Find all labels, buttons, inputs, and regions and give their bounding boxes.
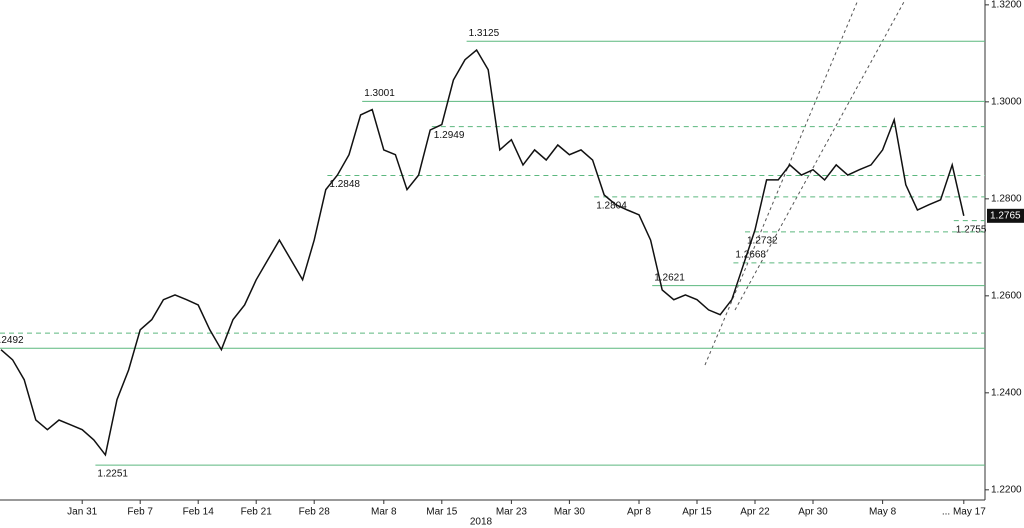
x-tick-label: Jan 31 (67, 507, 97, 518)
y-tick-label: 1.3000 (991, 96, 1022, 107)
level-label: 1.3125 (469, 28, 500, 39)
channel-line (704, 0, 859, 366)
x-tick-label: Mar 23 (496, 507, 528, 518)
y-tick-label: 1.2800 (991, 193, 1022, 204)
level-label: 1.2804 (596, 201, 627, 212)
x-tick-label: Apr 15 (682, 507, 712, 518)
level-label: 1.2949 (434, 130, 465, 141)
y-tick-label: 1.2200 (991, 484, 1022, 495)
level-label: 1.2621 (654, 272, 685, 283)
y-tick-label: 1.2600 (991, 290, 1022, 301)
x-tick-label: Apr 8 (627, 507, 651, 518)
x-tick-label: Apr 30 (798, 507, 828, 518)
x-tick-label: Mar 8 (371, 507, 397, 518)
level-label: 1.2251 (97, 469, 128, 480)
x-tick-label: Feb 7 (127, 507, 153, 518)
level-label: 1.2668 (735, 249, 766, 260)
last-price-label: 1.2765 (990, 210, 1021, 221)
last-price-box (987, 208, 1024, 223)
level-label: 1.2732 (747, 235, 778, 246)
price-line (0, 48, 965, 457)
x-tick-label: May 8 (869, 507, 897, 518)
x-tick-label: Feb 14 (183, 507, 215, 518)
level-label: 1.2492 (0, 335, 24, 346)
x-tick-label: Feb 28 (299, 507, 331, 518)
x-axis-label: 2018 (470, 517, 493, 528)
level-label: 1.3001 (364, 88, 395, 99)
x-tick-label: Mar 30 (554, 507, 586, 518)
level-label: 1.2755 (956, 224, 987, 235)
x-tick-label: Apr 22 (740, 507, 770, 518)
channel-line (734, 0, 906, 311)
x-tick-label: ... May 17 (942, 507, 986, 518)
y-tick-label: 1.2400 (991, 387, 1022, 398)
level-label: 1.2848 (329, 179, 360, 190)
y-tick-label: 1.3200 (991, 0, 1022, 10)
x-tick-label: Mar 15 (426, 507, 458, 518)
x-tick-label: Feb 21 (241, 507, 273, 518)
